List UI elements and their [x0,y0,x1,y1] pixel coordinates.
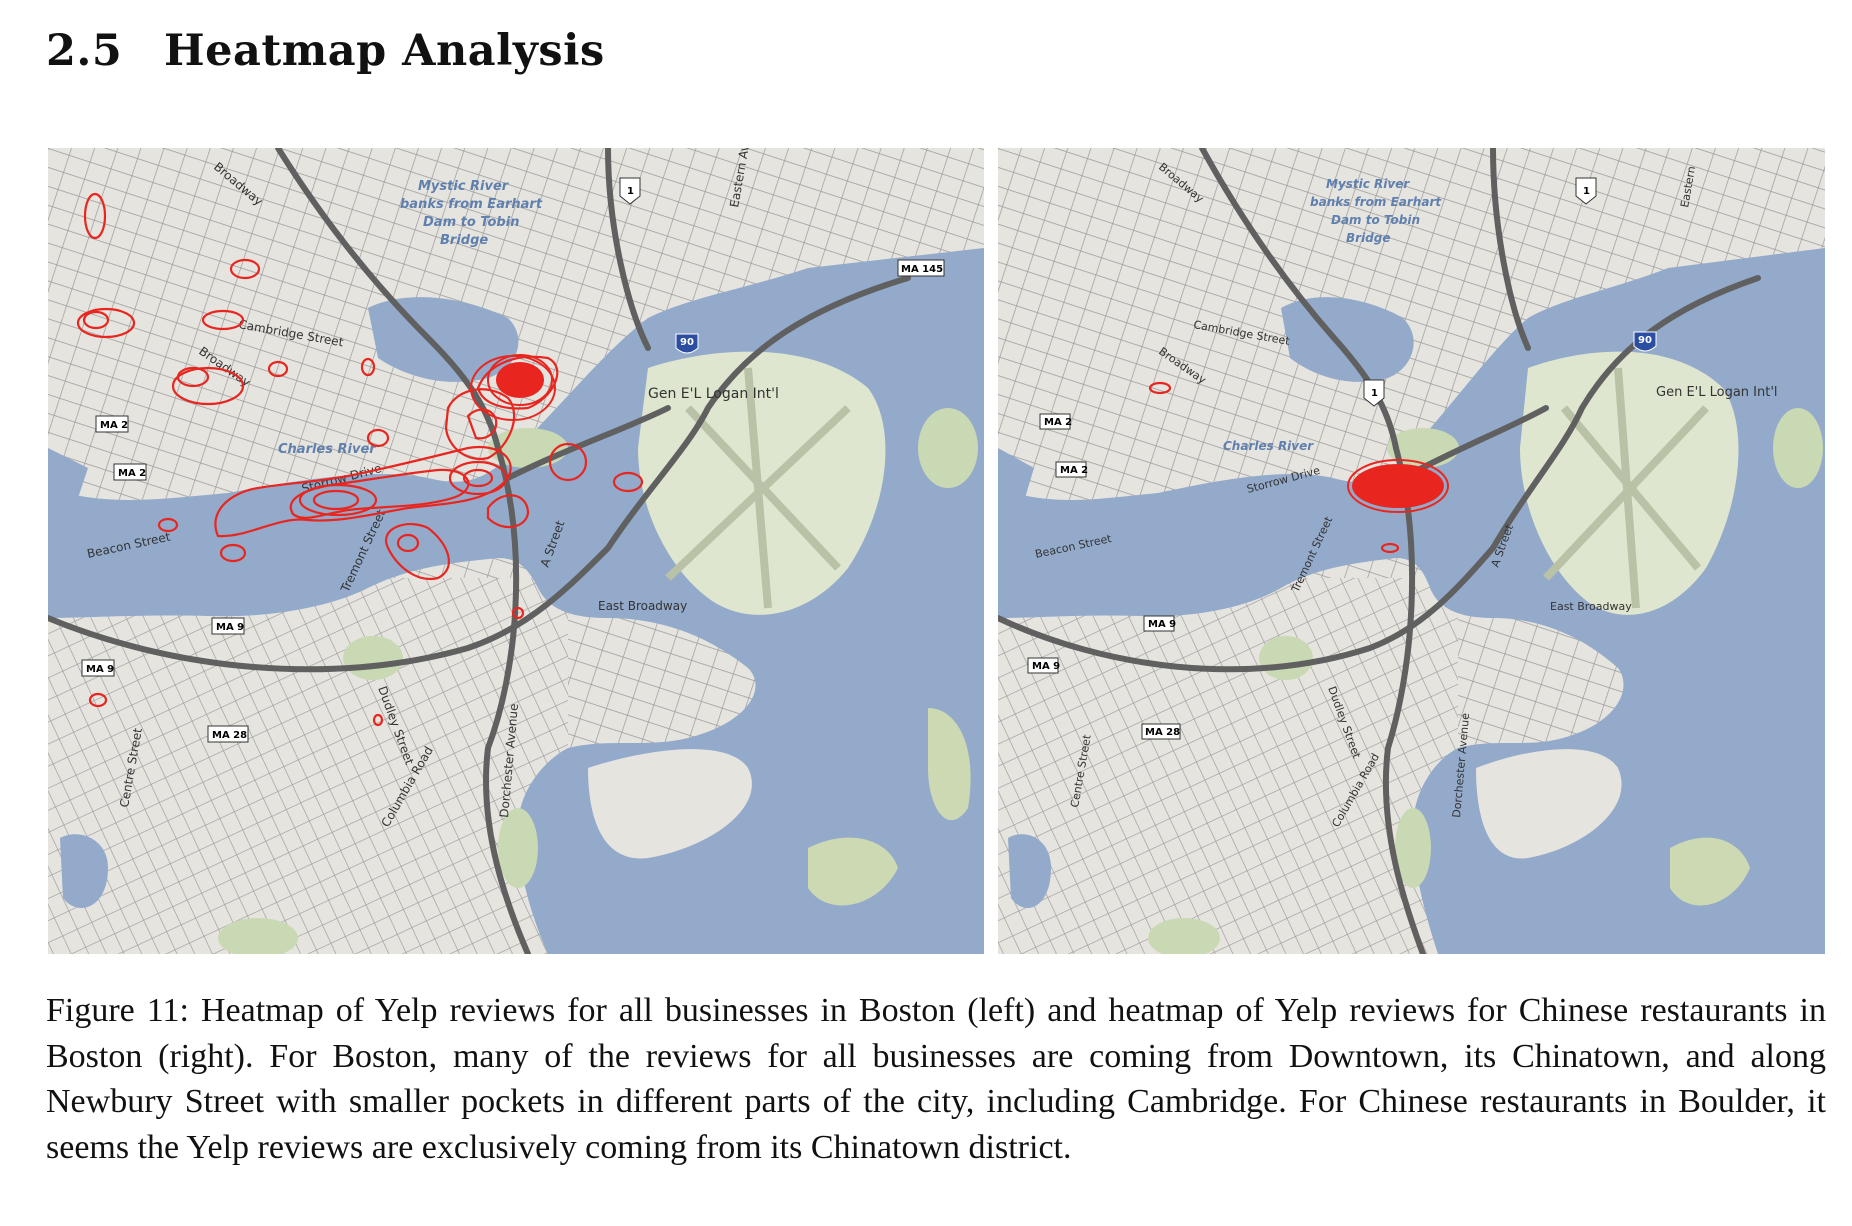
label-charles: Charles River [1223,439,1314,453]
shield-i90: 90 [675,333,699,354]
water-labels: Mystic River banks from Earhart Dam to T… [278,179,543,457]
runways [665,367,851,609]
section-number: 2.5 [46,26,123,76]
label-mystic-1: Mystic River [1326,177,1410,191]
figure-caption: Figure 11: Heatmap of Yelp reviews for a… [46,988,1826,1170]
label-east-broadway: East Broadway [1550,600,1632,613]
shield-ma28: MA 28 [1141,723,1181,740]
route-shields: MA 2 MA 2 MA 9 MA 9 MA 28 1 1 90 [1027,177,1657,740]
svg-text:MA 28: MA 28 [212,730,247,741]
svg-text:90: 90 [680,337,694,348]
label-logan: Gen E'L Logan Int'l [648,386,779,402]
shield-i90: 90 [1633,331,1657,352]
figure-label: Figure 11: [46,992,189,1029]
label-mystic-4: Bridge [1346,231,1391,245]
svg-text:MA 9: MA 9 [86,664,114,675]
route-shields: MA 2 MA 2 MA 9 MA 9 MA 28 MA 145 1 90 [81,177,945,743]
shield-us1-b: 1 [1363,379,1385,407]
map-left-svg: Mystic River banks from Earhart Dam to T… [48,148,984,954]
map-chinese-restaurants: Mystic River banks from Earhart Dam to T… [998,148,1825,954]
figure-caption-text: Heatmap of Yelp reviews for all business… [46,992,1826,1166]
map-all-businesses: Mystic River banks from Earhart Dam to T… [48,148,984,954]
heatmap-hotspot [496,362,544,398]
section-title: Heatmap Analysis [164,26,605,76]
runways [1543,367,1709,609]
label-charles: Charles River [278,442,377,457]
svg-text:MA 2: MA 2 [1044,417,1072,428]
svg-text:MA 2: MA 2 [100,420,128,431]
heatmap-hotspot [1347,459,1449,513]
highways [998,148,1761,954]
label-east-broadway: East Broadway [598,599,687,613]
label-mystic-1: Mystic River [418,179,510,194]
svg-text:90: 90 [1638,335,1652,346]
heatmap-contours [1148,381,1400,554]
svg-text:MA 9: MA 9 [1148,619,1176,630]
svg-text:MA 2: MA 2 [1060,465,1088,476]
label-mystic-4: Bridge [440,233,488,248]
shield-us1: 1 [619,177,641,205]
svg-text:MA 9: MA 9 [216,622,244,633]
shield-ma2-a: MA 2 [95,415,129,433]
shield-ma145: MA 145 [897,259,945,277]
shield-ma2-b: MA 2 [113,463,147,481]
svg-text:1: 1 [1583,186,1590,197]
highways [48,148,911,954]
svg-text:MA 2: MA 2 [118,468,146,479]
shield-ma9-b: MA 9 [81,659,115,677]
label-mystic-3: Dam to Tobin [1331,213,1420,227]
label-mystic-2: banks from Earhart [1310,195,1442,209]
label-logan: Gen E'L Logan Int'l [1656,385,1778,400]
label-mystic-2: banks from Earhart [400,197,543,212]
shield-ma9-a: MA 9 [211,617,245,635]
svg-text:1: 1 [1371,388,1378,399]
svg-text:MA 9: MA 9 [1032,661,1060,672]
label-mystic-3: Dam to Tobin [423,215,519,230]
svg-text:MA 28: MA 28 [1145,727,1180,738]
water-labels: Mystic River banks from Earhart Dam to T… [1223,177,1442,453]
shield-ma28: MA 28 [207,725,249,743]
shield-ma2-b: MA 2 [1055,461,1088,478]
shield-ma9-a: MA 9 [1143,615,1176,632]
shield-ma2-a: MA 2 [1039,413,1072,430]
svg-text:1: 1 [627,186,634,197]
map-right-svg: Mystic River banks from Earhart Dam to T… [998,148,1825,954]
shield-us1-a: 1 [1575,177,1597,205]
section-heading: 2.5 Heatmap Analysis [46,26,605,76]
svg-text:MA 145: MA 145 [901,264,943,275]
heatmap-contours [76,192,644,727]
shield-ma9-b: MA 9 [1027,657,1060,674]
